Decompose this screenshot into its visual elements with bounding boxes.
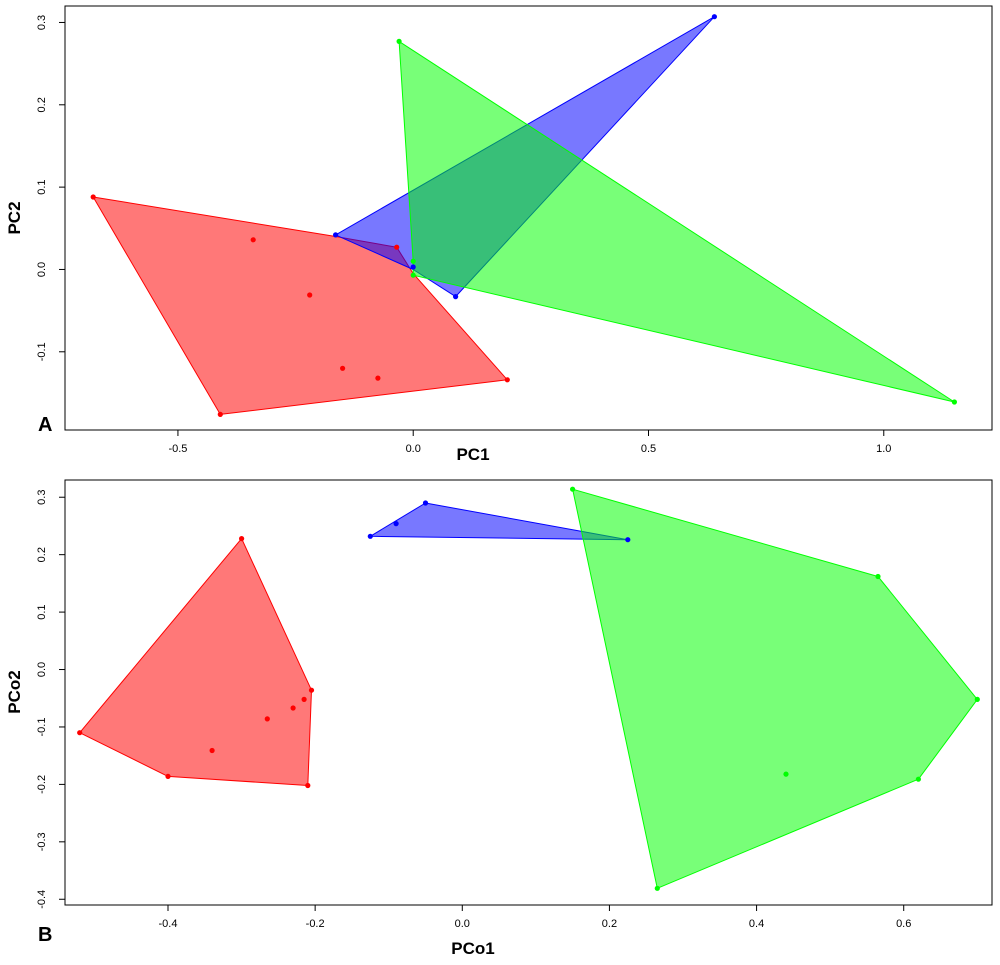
panel-a-hull-green bbox=[398, 40, 955, 403]
panel-b-point-green-4 bbox=[783, 771, 789, 777]
panel-b-point-red-5 bbox=[209, 747, 215, 754]
panel-a-x-tick-label-0: -0.5 bbox=[168, 443, 187, 455]
panel-b-point-blue-0 bbox=[422, 500, 429, 506]
panel-a-x-axis-label: PC1 bbox=[456, 445, 489, 464]
panel-a-points bbox=[90, 14, 958, 417]
panel-b-point-red-7 bbox=[165, 773, 171, 780]
panel-b-point-red-3 bbox=[290, 705, 296, 711]
panel-b-point-blue-1 bbox=[393, 521, 399, 527]
panel-b-point-blue-2 bbox=[625, 537, 631, 543]
panel-b-hulls bbox=[79, 488, 978, 889]
panel-b-hull-red bbox=[79, 538, 312, 786]
panel-b-x-tick-label-3: 0.2 bbox=[602, 918, 617, 930]
panel-b-point-green-5 bbox=[654, 885, 660, 891]
panel-a-point-green-0 bbox=[396, 38, 402, 45]
panel-b-y-tick-label-3: -0.1 bbox=[36, 718, 48, 737]
panel-a-point-red-3 bbox=[340, 365, 346, 371]
panel-a-x-axis: -0.5 0.0 0.5 1.0 bbox=[168, 430, 891, 455]
panel-a-tag: A bbox=[38, 414, 52, 436]
panel-a-y-axis: -0.1 0.0 0.1 0.2 0.3 bbox=[36, 15, 65, 361]
panel-b-y-tick-label-1: -0.3 bbox=[36, 832, 48, 851]
panel-b-point-red-0 bbox=[239, 536, 245, 542]
panel-b-point-red-1 bbox=[308, 687, 315, 693]
plot-a-frame bbox=[64, 5, 993, 431]
panel-b-point-red-4 bbox=[264, 716, 270, 722]
panel-a-point-red-2 bbox=[307, 292, 313, 298]
panel-a: -0.5 0.0 0.5 1.0 -0.1 0.0 0.1 0.2 0.3 PC1 PC2 A bbox=[5, 5, 993, 464]
panel-a-point-red-6 bbox=[217, 411, 223, 417]
panel-b-point-blue-3 bbox=[367, 533, 373, 539]
panel-b-y-tick-label-0: -0.4 bbox=[36, 890, 48, 909]
panel-a-x-tick-label-3: 1.0 bbox=[876, 443, 891, 455]
panel-b-point-red-8 bbox=[77, 730, 83, 736]
panel-b-y-tick-label-2: -0.2 bbox=[36, 775, 48, 794]
panel-b-point-green-3 bbox=[915, 776, 922, 782]
panel-b-x-tick-label-1: -0.2 bbox=[306, 918, 325, 930]
panel-a-hulls bbox=[92, 16, 955, 415]
panel-a-y-tick-label-2: 0.1 bbox=[36, 179, 48, 194]
panel-a-point-blue-2 bbox=[453, 294, 459, 300]
panel-a-y-axis-label: PC2 bbox=[5, 201, 24, 234]
panel-a-point-red-4 bbox=[375, 375, 381, 381]
panel-b-x-tick-label-2: 0.0 bbox=[455, 918, 470, 930]
panel-b-points bbox=[77, 486, 980, 891]
panel-b-point-green-2 bbox=[974, 696, 980, 703]
panel-b-tag: B bbox=[38, 924, 52, 946]
panel-a-y-tick-label-4: 0.3 bbox=[36, 15, 48, 30]
panel-a-y-tick-label-1: 0.0 bbox=[36, 262, 48, 277]
panel-b-hull-blue bbox=[369, 502, 629, 541]
panel-a-x-tick-label-2: 0.5 bbox=[641, 443, 656, 455]
panel-b-y-tick-label-6: 0.2 bbox=[36, 547, 48, 562]
panel-b-y-tick-label-5: 0.1 bbox=[36, 604, 48, 619]
panel-b-x-axis-label: PCo1 bbox=[451, 939, 494, 958]
panel-a-y-tick-label-3: 0.2 bbox=[36, 97, 48, 112]
panel-b-hull-green bbox=[572, 488, 978, 889]
panel-a-point-green-3 bbox=[410, 272, 416, 278]
panel-b-x-axis: -0.4 -0.2 0.0 0.2 0.4 0.6 bbox=[159, 905, 911, 930]
panel-a-x-tick-label-1: 0.0 bbox=[406, 443, 421, 455]
panel-a-point-green-2 bbox=[410, 258, 416, 264]
panel-a-point-green-1 bbox=[951, 399, 958, 405]
panel-b-x-tick-label-5: 0.6 bbox=[896, 918, 911, 930]
panel-a-y-tick-label-0: -0.1 bbox=[36, 342, 48, 361]
panel-a-point-blue-0 bbox=[711, 14, 718, 20]
panel-a-point-red-0 bbox=[90, 194, 96, 200]
panel-b-y-tick-label-4: 0.0 bbox=[36, 662, 48, 677]
panel-b-point-green-1 bbox=[875, 573, 881, 580]
panel-a-point-blue-1 bbox=[333, 232, 339, 238]
panel-a-point-red-7 bbox=[394, 244, 400, 250]
panel-b-point-red-2 bbox=[301, 696, 307, 703]
panel-b-y-tick-label-7: 0.3 bbox=[36, 490, 48, 505]
panel-b-y-axis: -0.4 -0.3 -0.2 -0.1 0.0 0.1 0.2 0.3 bbox=[36, 490, 65, 909]
panel-a-point-blue-3 bbox=[410, 264, 416, 270]
panel-b-x-tick-label-0: -0.4 bbox=[159, 918, 178, 930]
panel-a-point-red-5 bbox=[504, 377, 510, 383]
panel-b-y-axis-label: PCo2 bbox=[5, 670, 24, 713]
panel-b-point-red-6 bbox=[305, 782, 311, 789]
panel-b-point-green-0 bbox=[570, 486, 576, 492]
plot-b-frame bbox=[64, 479, 993, 906]
panel-b: -0.4 -0.2 0.0 0.2 0.4 0.6 -0.4 -0.3 -0.2 -0.1 0.0… bbox=[5, 479, 993, 958]
panel-a-point-red-1 bbox=[250, 237, 256, 243]
panel-b-x-tick-label-4: 0.4 bbox=[749, 918, 764, 930]
